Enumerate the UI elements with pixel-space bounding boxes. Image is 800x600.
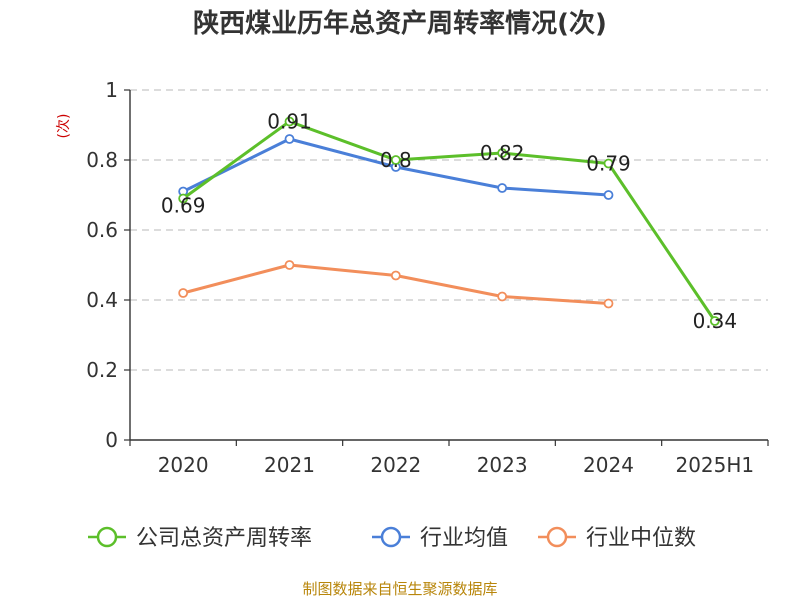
data-point — [390, 270, 401, 281]
data-point — [284, 260, 295, 270]
y-tick-label: 0.6 — [86, 218, 118, 242]
data-labels: 0.69 0.91 0.8 0.82 0.79 0.34 — [161, 110, 737, 334]
data-point — [284, 116, 295, 127]
x-tick-label: 2020 — [158, 453, 209, 477]
axes — [124, 89, 769, 446]
x-tick-label: 2024 — [583, 453, 634, 477]
data-label: 0.69 — [161, 194, 206, 218]
data-point — [603, 298, 614, 309]
data-label: 0.79 — [586, 152, 631, 176]
data-label: 0.82 — [480, 141, 525, 165]
gridlines — [130, 89, 768, 371]
legend-item[interactable]: 行业中位数 — [538, 526, 696, 551]
legend-label: 行业中位数 — [586, 526, 696, 551]
data-point — [178, 288, 189, 298]
legend-item[interactable]: 行业均值 — [372, 526, 508, 551]
data-point — [390, 155, 401, 165]
legend: 公司总资产周转率 行业均值 行业中位数 — [88, 526, 696, 551]
y-tick-label: 1 — [105, 78, 118, 102]
data-label: 0.8 — [380, 148, 412, 172]
data-point — [497, 183, 508, 193]
x-tick-label: 2022 — [370, 453, 421, 477]
data-label: 0.91 — [267, 110, 312, 134]
data-point — [284, 134, 295, 144]
y-tick-label: 0.8 — [86, 148, 118, 172]
data-point — [603, 190, 614, 200]
legend-label: 公司总资产周转率 — [136, 526, 312, 551]
data-point — [709, 316, 720, 326]
x-tick-label: 2023 — [477, 453, 528, 477]
y-tick-label: 0.4 — [86, 288, 118, 312]
tick-labels: 0 0.2 0.4 0.6 0.8 1 2020 2021 2022 2023 2024 2025H1 — [86, 78, 754, 477]
series-lines — [178, 116, 720, 326]
data-label: 0.34 — [693, 309, 738, 333]
legend-swatch-marker — [96, 526, 118, 548]
x-tick-label: 2025H1 — [675, 453, 754, 477]
y-axis-unit-label: (次) — [56, 114, 72, 139]
legend-swatch-marker — [380, 526, 402, 548]
source-note: 制图数据来自恒生聚源数据库 — [302, 580, 497, 598]
data-point — [178, 193, 189, 204]
legend-label: 行业均值 — [420, 526, 508, 551]
x-tick-label: 2021 — [264, 453, 315, 477]
y-tick-label: 0.2 — [86, 358, 118, 382]
y-tick-label: 0 — [105, 428, 118, 452]
chart-title: 陕西煤业历年总资产周转率情况(次) — [193, 8, 607, 39]
series-line — [182, 120, 717, 322]
data-point — [497, 291, 508, 302]
legend-item[interactable]: 公司总资产周转率 — [88, 526, 312, 551]
data-point — [603, 158, 614, 169]
legend-swatch-marker — [546, 526, 568, 548]
data-point — [497, 148, 508, 158]
